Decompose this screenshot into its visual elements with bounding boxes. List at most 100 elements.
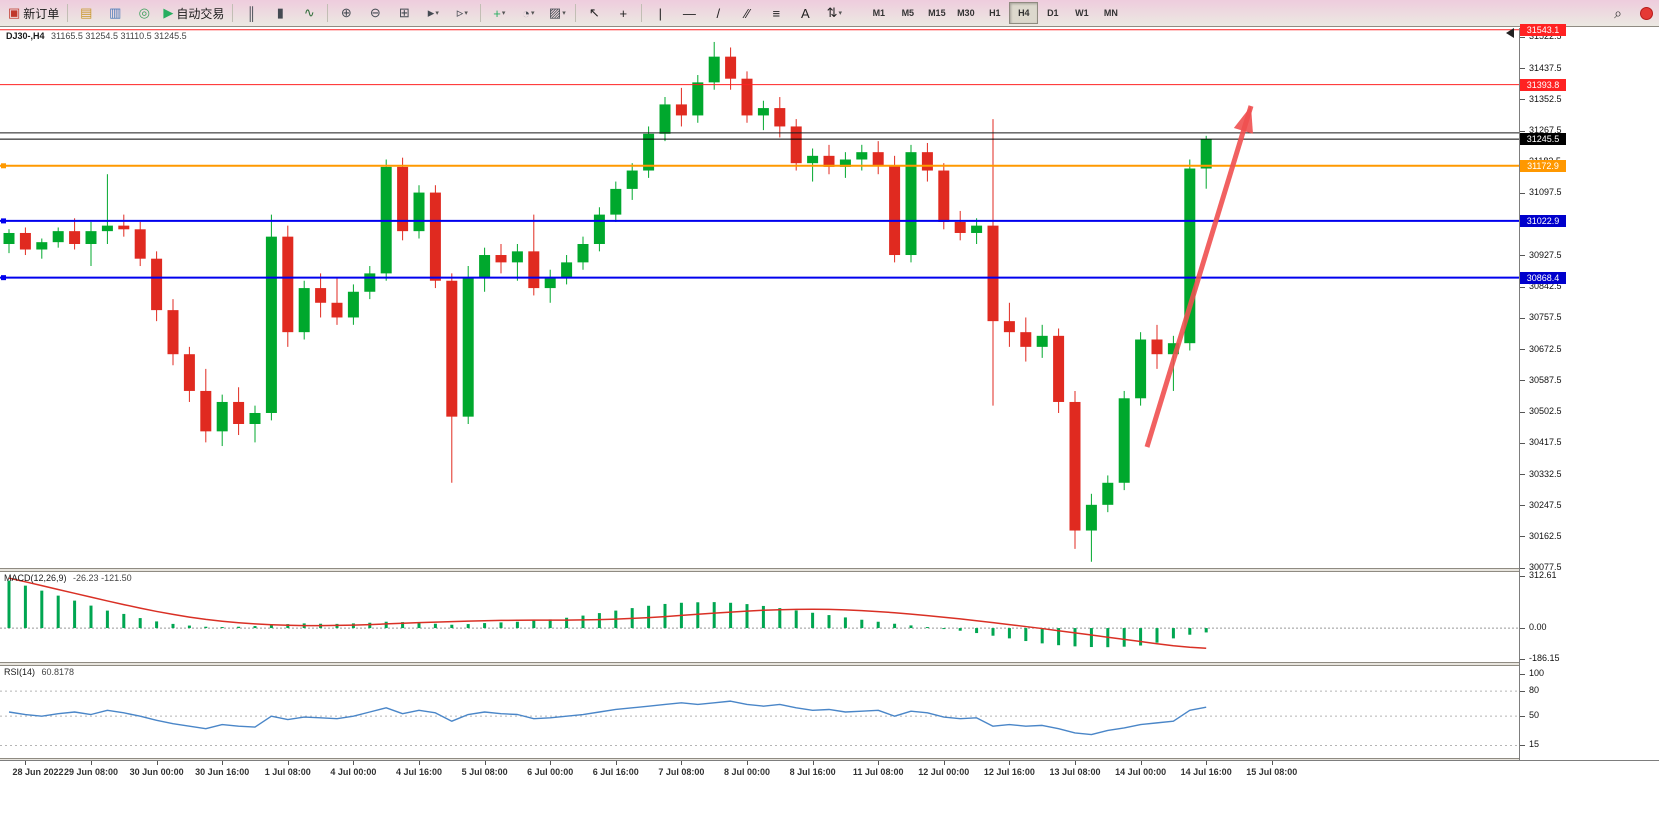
time-tick: [550, 761, 552, 765]
price-badge: 30868.4: [1520, 271, 1566, 284]
time-label: 29 Jun 08:00: [63, 767, 119, 777]
main-chart-panel[interactable]: [0, 28, 1519, 568]
timeframe-m15[interactable]: M15: [928, 8, 946, 18]
price-axis[interactable]: 31522.531437.531352.531267.531182.531097…: [1519, 23, 1659, 760]
horizontal-levels-layer[interactable]: [0, 29, 1519, 281]
timeframe-m30[interactable]: M30: [957, 8, 975, 18]
trend-arrow-annotation[interactable]: [1144, 105, 1254, 448]
timeframe-h4[interactable]: H4: [1009, 2, 1039, 24]
axis-tick-label: 30247.5: [1529, 499, 1562, 510]
panel-divider-2[interactable]: [0, 662, 1659, 666]
market-watch-icon[interactable]: ▤: [80, 5, 93, 20]
price-badge: 31245.5: [1520, 133, 1566, 146]
panel-divider-3[interactable]: [0, 758, 1659, 760]
templates-icon[interactable]: ▨ ▾: [548, 5, 566, 20]
axis-tick-label: 50: [1529, 710, 1540, 721]
axis-tick: [1520, 99, 1525, 101]
axis-tick: [1520, 627, 1525, 629]
text-label-icon[interactable]: A: [800, 5, 810, 21]
axis-tick: [1520, 744, 1525, 746]
time-tick: [747, 761, 748, 765]
rsi-line: [8, 700, 1207, 736]
axis-tick-label: 80: [1529, 685, 1540, 696]
data-window-icon[interactable]: ▥: [109, 5, 122, 20]
axis-tick: [1520, 567, 1525, 569]
trendline-icon[interactable]: /: [716, 5, 721, 21]
zoom-in-icon[interactable]: ⊕: [340, 5, 352, 20]
axis-tick-label: 31437.5: [1529, 62, 1562, 73]
time-tick: [1271, 761, 1273, 765]
axis-tick: [1520, 130, 1525, 132]
axis-tick-label: 30587.5: [1529, 374, 1562, 385]
axis-tick: [1520, 575, 1525, 577]
alert-indicator[interactable]: [1640, 6, 1653, 20]
candles-layer: [3, 41, 1212, 562]
time-label: 7 Jul 08:00: [658, 767, 705, 777]
auto-trading-button[interactable]: ▶ 自动交易: [163, 5, 225, 21]
chart-shift-icon[interactable]: ▹ ▾: [456, 5, 468, 20]
sep-4: [480, 4, 482, 22]
axis-tick: [1520, 715, 1525, 717]
macd-panel[interactable]: [0, 572, 1519, 662]
timeframe-d1[interactable]: D1: [1047, 8, 1059, 18]
sep-3: [327, 4, 329, 22]
timeframe-m1[interactable]: M1: [872, 8, 886, 18]
axis-tick-label: 31267.5: [1529, 125, 1562, 136]
axis-tick: [1520, 192, 1525, 194]
cursor-icon[interactable]: ↖: [588, 5, 600, 20]
axis-tick-label: 31352.5: [1529, 93, 1562, 104]
axis-tick: [1520, 380, 1525, 382]
vertical-line-icon[interactable]: |: [658, 5, 663, 21]
tile-windows-icon[interactable]: ⊞: [398, 5, 410, 20]
candlestick-chart-icon[interactable]: ▮: [276, 5, 284, 20]
sep-2: [232, 4, 234, 22]
time-label: 30 Jun 00:00: [129, 767, 184, 777]
time-label: 5 Jul 08:00: [461, 767, 508, 777]
axis-tick: [1520, 536, 1525, 538]
time-axis[interactable]: 28 Jun 2022 29 Jun 08:00 30 Jun 00:00 30 Ju…: [0, 760, 1659, 782]
rsi-panel[interactable]: [0, 666, 1519, 758]
time-tick: [419, 761, 420, 765]
timeframe-m5[interactable]: M5: [901, 8, 915, 18]
new-order-button[interactable]: ▣ 新订单: [8, 5, 60, 21]
timeframe-h1[interactable]: H1: [989, 8, 1001, 18]
axis-tick-label: 30332.5: [1529, 468, 1562, 479]
toolbar-right: ⌕: [1604, 1, 1655, 25]
horizontal-line-icon[interactable]: —: [682, 5, 696, 21]
search-icon[interactable]: ⌕: [1614, 4, 1622, 21]
price-badge: 31172.9: [1520, 159, 1566, 172]
time-tick: [1009, 761, 1011, 765]
time-tick: [1140, 761, 1142, 765]
auto-scroll-icon[interactable]: ▸ ▾: [427, 5, 439, 20]
axis-tick: [1520, 255, 1525, 257]
timeframe-w1[interactable]: W1: [1075, 8, 1089, 18]
navigator-icon[interactable]: ◎: [138, 5, 150, 20]
bar-chart-icon[interactable]: ║: [246, 5, 256, 21]
axis-tick-label: 31522.5: [1529, 31, 1562, 42]
crosshair-icon[interactable]: +: [619, 5, 628, 21]
axis-tick: [1520, 505, 1525, 507]
axis-tick-label: 30077.5: [1529, 562, 1562, 573]
panel-divider-1[interactable]: [0, 568, 1659, 572]
axis-tick: [1520, 68, 1525, 70]
indicators-icon[interactable]: + ▾: [493, 5, 506, 21]
equidistant-channel-icon[interactable]: ⁄⁄: [745, 5, 750, 21]
axis-tick: [1520, 411, 1525, 413]
time-tick: [156, 761, 158, 765]
arrows-tool-icon[interactable]: ⇅ ▾: [826, 5, 843, 20]
time-tick: [1206, 761, 1208, 765]
axis-tick-label: 312.61: [1529, 570, 1557, 581]
timeframe-mn[interactable]: MN: [1103, 8, 1118, 18]
time-label: 6 Jul 00:00: [527, 767, 574, 777]
time-tick: [943, 761, 945, 765]
periods-icon[interactable]: ◔ ▾: [522, 5, 535, 21]
macd-histogram: [7, 580, 1208, 648]
macd-signal-line: [8, 577, 1207, 650]
line-chart-icon[interactable]: ∿: [303, 5, 315, 20]
chart-shift-marker: [1506, 28, 1514, 38]
axis-tick-label: -186.15: [1529, 653, 1560, 664]
zoom-out-icon[interactable]: ⊖: [369, 5, 381, 20]
fibonacci-icon[interactable]: ≡: [772, 5, 781, 21]
axis-tick-label: 30417.5: [1529, 437, 1562, 448]
time-label: 13 Jul 08:00: [1049, 767, 1101, 777]
